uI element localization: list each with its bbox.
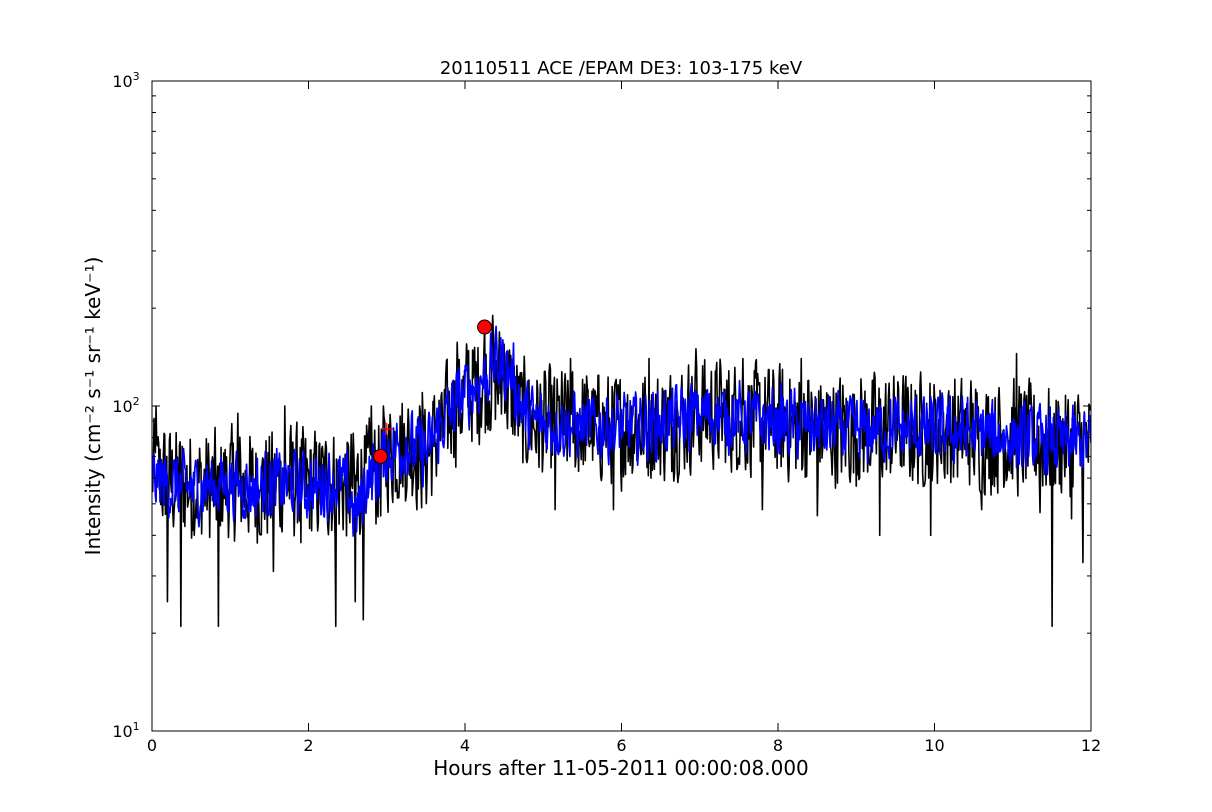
- x-tick-label: 8: [773, 736, 783, 755]
- series-line-raw: [152, 314, 1091, 628]
- y-tick-label: 101: [112, 720, 139, 741]
- marker-layer: [372, 319, 493, 464]
- y-axis-label: Intensity (cm⁻² s⁻¹ sr⁻¹ keV⁻¹): [81, 257, 105, 556]
- y-tick-label: 102: [112, 395, 139, 416]
- chart-title: 20110511 ACE /EPAM DE3: 103-175 keV: [440, 58, 803, 79]
- x-tick-label: 6: [616, 736, 626, 755]
- x-tick-label: 10: [924, 736, 944, 755]
- x-axis: 0 2 4 6 8 10 12: [147, 81, 1101, 755]
- x-tick-label: 4: [460, 736, 470, 755]
- plot-area: [152, 314, 1091, 628]
- series-line-smoothed: [152, 325, 1091, 537]
- x-tick-label: 0: [147, 736, 157, 755]
- y-tick-label: 103: [112, 70, 139, 91]
- x-tick-label: 2: [303, 736, 313, 755]
- x-tick-label: 12: [1081, 736, 1101, 755]
- y-axis: 101 102 103: [112, 70, 1091, 741]
- event-marker-1: [477, 319, 493, 335]
- series-layer: [152, 314, 1091, 628]
- event-marker-2: [380, 422, 393, 435]
- x-axis-label: Hours after 11-05-2011 00:00:08.000: [433, 756, 809, 780]
- event-marker-0: [372, 448, 388, 464]
